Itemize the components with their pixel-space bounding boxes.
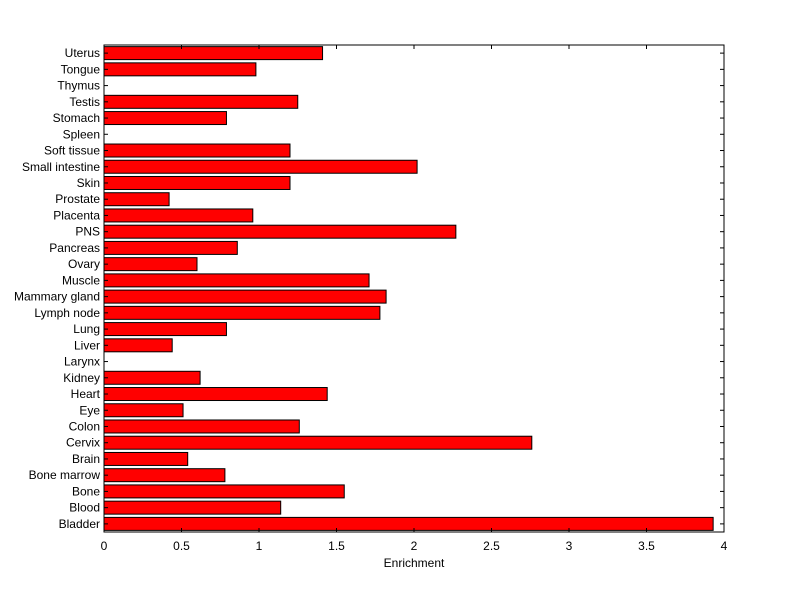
bar-kidney xyxy=(103,370,201,385)
bar-pancreas xyxy=(103,240,238,255)
y-tick-label-tongue: Tongue xyxy=(61,62,101,76)
x-tick-label-7: 3.5 xyxy=(638,539,655,553)
y-tick-label-lymph-node: Lymph node xyxy=(34,306,100,320)
bar-mammary-gland xyxy=(103,289,387,304)
x-tick-label-3: 1.5 xyxy=(328,539,345,553)
bar-skin xyxy=(103,175,291,190)
bar-brain xyxy=(103,451,189,466)
x-tick-label-8: 4 xyxy=(721,539,728,553)
y-tick-label-stomach: Stomach xyxy=(53,111,100,125)
bar-lung xyxy=(103,322,227,337)
x-tick-label-5: 2.5 xyxy=(483,539,500,553)
y-tick-label-testis: Testis xyxy=(69,95,100,109)
y-tick-label-larynx: Larynx xyxy=(64,355,100,369)
bar-tongue xyxy=(103,62,257,77)
bar-bone-marrow xyxy=(103,468,226,483)
bar-eye xyxy=(103,403,184,418)
x-tick-label-1: 0.5 xyxy=(173,539,190,553)
bar-cervix xyxy=(103,435,533,450)
y-tick-label-mammary-gland: Mammary gland xyxy=(14,290,100,304)
bar-testis xyxy=(103,94,299,109)
bar-bladder xyxy=(103,516,714,531)
y-tick-label-blood: Blood xyxy=(69,501,100,515)
bar-lymph-node xyxy=(103,305,381,320)
x-tick-label-4: 2 xyxy=(411,539,418,553)
bar-soft-tissue xyxy=(103,143,291,158)
y-ticks-group: Bladder Blood Bone Bone marrow Brain Cervix Co… xyxy=(14,46,724,531)
y-tick-label-muscle: Muscle xyxy=(62,273,100,287)
y-tick-label-thymus: Thymus xyxy=(57,79,100,93)
bar-colon xyxy=(103,419,300,434)
x-axis-label: Enrichment xyxy=(384,556,445,570)
y-tick-label-uterus: Uterus xyxy=(65,46,100,60)
bar-prostate xyxy=(103,192,170,207)
bar-stomach xyxy=(103,111,227,126)
y-tick-label-pancreas: Pancreas xyxy=(49,241,100,255)
x-tick-label-6: 3 xyxy=(566,539,573,553)
x-tick-label-2: 1 xyxy=(256,539,263,553)
bar-muscle xyxy=(103,273,370,288)
y-tick-label-bone: Bone xyxy=(72,484,100,498)
bar-pns xyxy=(103,224,457,239)
y-tick-label-cervix: Cervix xyxy=(66,436,100,450)
y-tick-label-liver: Liver xyxy=(74,338,100,352)
y-tick-label-bone-marrow: Bone marrow xyxy=(29,468,101,482)
y-tick-label-skin: Skin xyxy=(77,176,100,190)
x-ticks-group: 0 0.5 1 1.5 2 2.5 3 3.5 4 xyxy=(101,45,728,553)
y-tick-label-small-intestine: Small intestine xyxy=(22,160,100,174)
y-tick-label-colon: Colon xyxy=(69,419,100,433)
bar-heart xyxy=(103,387,328,402)
y-tick-label-lung: Lung xyxy=(73,322,100,336)
bar-placenta xyxy=(103,208,254,223)
bar-ovary xyxy=(103,257,198,272)
y-tick-label-eye: Eye xyxy=(79,403,100,417)
y-tick-label-placenta: Placenta xyxy=(53,208,100,222)
y-tick-label-bladder: Bladder xyxy=(59,517,100,531)
y-tick-label-pns: PNS xyxy=(75,225,100,239)
bar-uterus xyxy=(103,46,324,61)
bar-liver xyxy=(103,338,173,353)
y-tick-label-ovary: Ovary xyxy=(68,257,100,271)
y-tick-label-heart: Heart xyxy=(71,387,101,401)
bars-group xyxy=(103,46,714,531)
y-tick-label-prostate: Prostate xyxy=(55,192,100,206)
bar-bone xyxy=(103,484,345,499)
bar-small-intestine xyxy=(103,159,418,174)
y-tick-label-kidney: Kidney xyxy=(63,371,100,385)
y-tick-label-spleen: Spleen xyxy=(63,127,100,141)
bar-blood xyxy=(103,500,282,515)
y-tick-label-brain: Brain xyxy=(72,452,100,466)
y-tick-label-soft-tissue: Soft tissue xyxy=(44,144,100,158)
x-tick-label-0: 0 xyxy=(101,539,108,553)
